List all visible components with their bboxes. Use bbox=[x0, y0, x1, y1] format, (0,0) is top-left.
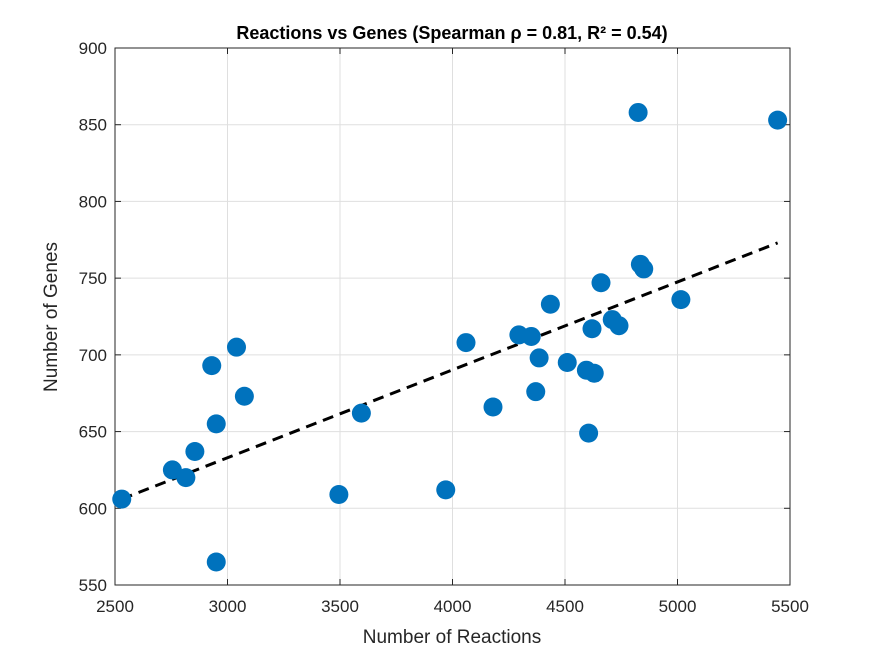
x-tick-label: 4000 bbox=[434, 597, 472, 616]
data-point bbox=[185, 442, 205, 462]
data-point bbox=[483, 397, 503, 417]
data-point bbox=[351, 403, 371, 423]
data-point bbox=[521, 326, 541, 346]
grid bbox=[114, 47, 791, 586]
data-point bbox=[526, 382, 546, 402]
x-tick-label: 4500 bbox=[546, 597, 584, 616]
data-point bbox=[634, 259, 654, 279]
data-point bbox=[227, 337, 246, 357]
axis-ticks: 2500 3000 3500 4000 4500 5000 5500 550 600 650 700… bbox=[79, 39, 809, 616]
chart-title: Reactions vs Genes (Spearman ρ = 0.81, R… bbox=[236, 23, 667, 43]
x-tick-label: 3500 bbox=[321, 597, 359, 616]
data-point bbox=[557, 353, 577, 373]
data-point bbox=[112, 489, 132, 509]
data-point bbox=[582, 319, 602, 339]
y-tick-label: 900 bbox=[79, 39, 107, 58]
fit-line-layer bbox=[121, 241, 779, 501]
x-axis-label: Number of Reactions bbox=[363, 627, 541, 648]
data-point bbox=[540, 294, 560, 314]
x-tick-label: 2500 bbox=[96, 597, 134, 616]
y-tick-label: 650 bbox=[79, 423, 107, 442]
fit-line bbox=[121, 241, 779, 501]
data-point bbox=[768, 110, 788, 130]
data-points bbox=[112, 102, 788, 572]
data-point bbox=[202, 356, 222, 376]
data-point bbox=[529, 348, 549, 368]
x-tick-label: 3000 bbox=[209, 597, 247, 616]
y-tick-label: 750 bbox=[79, 269, 107, 288]
data-point bbox=[436, 480, 456, 500]
y-tick-label: 700 bbox=[79, 346, 107, 365]
data-point bbox=[609, 316, 629, 336]
data-point bbox=[176, 468, 196, 488]
data-point bbox=[628, 102, 648, 122]
data-point bbox=[671, 290, 691, 310]
x-tick-label: 5000 bbox=[659, 597, 697, 616]
data-point bbox=[456, 333, 476, 353]
data-point bbox=[329, 484, 349, 504]
data-point bbox=[584, 363, 604, 383]
y-tick-label: 550 bbox=[79, 576, 107, 595]
data-point bbox=[591, 273, 611, 293]
y-axis-label: Number of Genes bbox=[41, 242, 62, 392]
x-tick-label: 5500 bbox=[771, 597, 809, 616]
y-tick-label: 800 bbox=[79, 192, 107, 211]
data-point bbox=[234, 386, 254, 406]
y-tick-label: 850 bbox=[79, 116, 107, 135]
y-tick-label: 600 bbox=[79, 499, 107, 518]
data-point bbox=[206, 552, 226, 572]
data-point bbox=[206, 414, 226, 434]
data-point bbox=[579, 423, 599, 443]
